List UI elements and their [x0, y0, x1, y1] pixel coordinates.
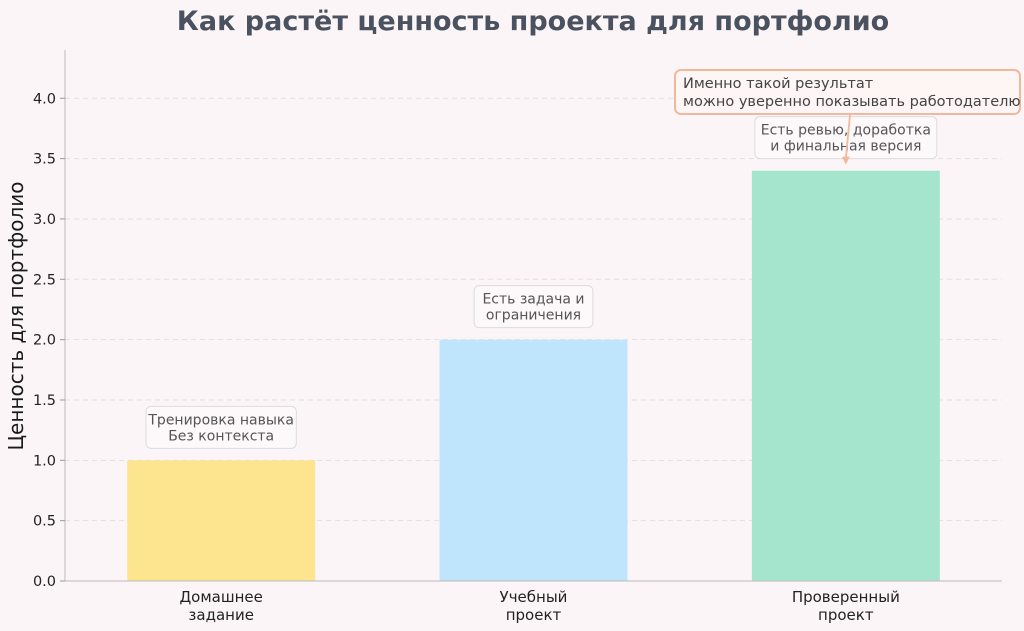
bar-annotation: Есть ревью, доработка и финальная версия — [754, 116, 938, 160]
annotation-text: Есть задача и ограничения — [482, 292, 584, 324]
y-tick-label: 1.5 — [33, 393, 56, 409]
bar — [751, 170, 940, 581]
annotation-text: Тренировка навыка Без контекста — [147, 412, 294, 444]
callout-text: Именно такой результат можно уверенно пок… — [683, 76, 1021, 110]
y-tick-labels: 0.0 0.5 1.0 1.5 2.0 2.5 3.0 3.5 4.0 — [33, 91, 65, 590]
y-tick-label: 2.5 — [33, 272, 56, 288]
callout-arrowhead — [841, 156, 850, 165]
y-tick-label: 0.5 — [33, 514, 56, 530]
callout: Именно такой результат можно уверенно пок… — [674, 69, 1021, 165]
bar — [439, 339, 628, 581]
annotation-box — [473, 285, 594, 329]
callout-arrow — [844, 114, 851, 159]
y-tick-label: 3.0 — [33, 212, 56, 228]
axes — [64, 50, 1002, 582]
y-tick-label: 2.0 — [33, 333, 56, 349]
bar-annotation: Тренировка навыка Без контекста — [145, 405, 297, 449]
y-tick-label: 3.5 — [33, 152, 56, 168]
x-tick-labels: Домашнее задание Учебный проект Проверенный п… — [179, 588, 899, 624]
callout-box — [674, 69, 1021, 115]
y-tick-label: 4.0 — [33, 91, 56, 107]
chart-title: Как растёт ценность проекта для портфоли… — [177, 6, 889, 37]
x-tick-label: Домашнее задание — [179, 588, 262, 624]
bar — [127, 460, 316, 581]
x-tick-label: Учебный проект — [500, 588, 568, 624]
x-tick-label: Проверенный проект — [792, 588, 900, 624]
bar-annotation: Есть задача и ограничения — [473, 285, 594, 329]
y-axis-label: Ценность для портфолио — [4, 181, 28, 450]
y-tick-label: 1.0 — [33, 453, 56, 469]
y-tick-label: 0.0 — [33, 574, 56, 590]
annotation-text: Есть ревью, доработка и финальная версия — [761, 123, 931, 155]
bars — [127, 170, 940, 581]
annotation-box — [145, 405, 297, 449]
bar-annotations: Тренировка навыка Без контекста Есть задач… — [145, 116, 938, 449]
